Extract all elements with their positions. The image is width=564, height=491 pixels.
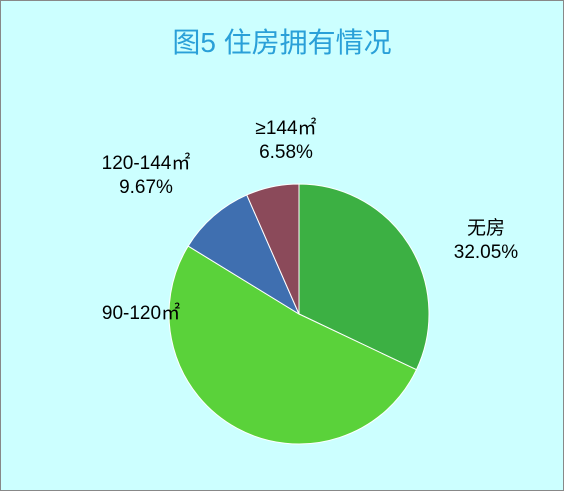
slice-label: ≥144㎡ 6.58% <box>226 117 346 165</box>
slice-label: 无房 32.05% <box>426 217 546 265</box>
pie-slice <box>298 183 430 371</box>
pie-slice <box>168 245 418 445</box>
pie-slice <box>187 194 301 316</box>
slice-label: 120-144㎡ 9.67% <box>86 152 206 200</box>
slice-label: 90-120㎡ <box>81 302 201 326</box>
value-label: 32.05% <box>453 242 519 263</box>
category-label: ≥144㎡ <box>255 118 317 139</box>
value-label: 9.67% <box>119 177 173 198</box>
category-label: 无房 <box>466 218 505 239</box>
category-label: 120-144㎡ <box>101 153 191 174</box>
pie-slice <box>246 183 300 315</box>
chart-title: 图5 住房拥有情况 <box>172 27 392 58</box>
value-label: 6.58% <box>259 142 313 163</box>
category-label: 90-120㎡ <box>101 303 181 324</box>
